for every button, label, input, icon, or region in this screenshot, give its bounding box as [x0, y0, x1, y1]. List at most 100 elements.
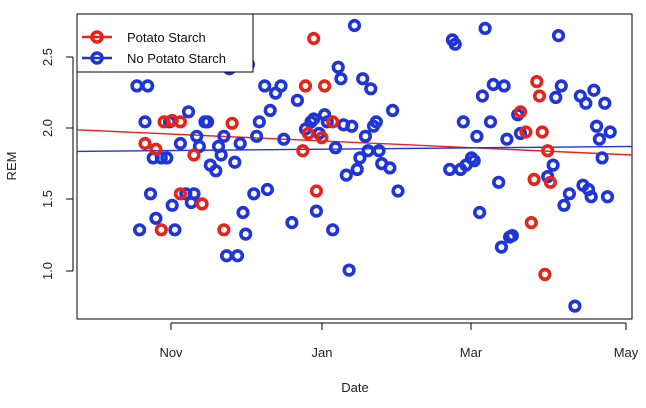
point-no-potato-starch-100 [554, 79, 568, 93]
point-no-potato-starch-114 [600, 190, 615, 204]
legend: Potato Starch No Potato Starch [76, 13, 254, 73]
legend-label-no-potato-starch: No Potato Starch [127, 51, 226, 66]
point-no-potato-starch-54 [331, 60, 345, 74]
point-potato-starch-28 [543, 175, 558, 189]
point-no-potato-starch-47 [307, 112, 321, 126]
point-no-potato-starch-26 [220, 249, 234, 263]
point-no-potato-starch-12 [173, 136, 187, 151]
x-tick-label-jan: Jan [312, 345, 333, 360]
data-points [130, 18, 617, 313]
y-axis: 1.0 1.5 2.0 2.5 REM [4, 48, 74, 280]
x-tick-label-may: May [614, 345, 639, 360]
legend-label-potato-starch: Potato Starch [127, 30, 206, 45]
point-no-potato-starch-89 [494, 240, 509, 254]
y-tick-label-2-5: 2.5 [40, 48, 55, 66]
point-no-potato-starch-74 [443, 162, 457, 176]
point-no-potato-starch-37 [258, 79, 272, 93]
point-no-potato-starch-7 [154, 151, 168, 165]
point-potato-starch-19 [513, 105, 528, 119]
point-no-potato-starch-65 [361, 144, 375, 158]
point-potato-starch-15 [309, 184, 324, 198]
point-no-potato-starch-36 [252, 115, 266, 129]
point-potato-starch-24 [532, 89, 547, 103]
point-no-potato-starch-66 [364, 82, 378, 96]
point-no-potato-starch-103 [568, 299, 582, 313]
point-no-potato-starch-16 [187, 187, 201, 201]
point-potato-starch-16 [315, 131, 329, 145]
point-potato-starch-14 [307, 31, 321, 46]
point-no-potato-starch-20 [201, 115, 215, 129]
point-no-potato-starch-98 [549, 90, 563, 104]
legend-box [76, 13, 254, 73]
point-no-potato-starch-90 [497, 79, 511, 93]
point-no-potato-starch-88 [492, 175, 506, 189]
point-no-potato-starch-8 [160, 151, 174, 165]
point-no-potato-starch-102 [562, 187, 577, 201]
point-no-potato-starch-83 [473, 205, 487, 220]
y-tick-label-1-5: 1.5 [40, 190, 55, 208]
point-no-potato-starch-38 [260, 182, 275, 197]
point-no-potato-starch-6 [149, 211, 163, 225]
y-axis-title: REM [4, 152, 19, 181]
point-no-potato-starch-39 [263, 103, 277, 117]
point-no-potato-starch-64 [358, 129, 373, 143]
plot-frame [76, 13, 633, 320]
point-no-potato-starch-41 [274, 79, 288, 93]
point-no-potato-starch-61 [350, 162, 364, 176]
point-no-potato-starch-73 [391, 184, 405, 198]
point-no-potato-starch-93 [505, 229, 519, 243]
point-no-potato-starch-0 [130, 79, 144, 93]
point-potato-starch-0 [138, 136, 152, 151]
point-no-potato-starch-28 [228, 155, 242, 169]
point-no-potato-starch-17 [190, 129, 204, 143]
point-potato-starch-27 [541, 144, 555, 158]
point-no-potato-starch-24 [214, 148, 228, 162]
point-no-potato-starch-4 [143, 187, 158, 201]
point-no-potato-starch-31 [236, 205, 250, 220]
point-no-potato-starch-22 [209, 164, 223, 178]
point-no-potato-starch-3 [141, 79, 155, 93]
point-no-potato-starch-2 [138, 115, 152, 129]
point-potato-starch-21 [524, 216, 538, 230]
point-no-potato-starch-35 [250, 129, 264, 143]
point-no-potato-starch-48 [309, 204, 324, 218]
point-potato-starch-22 [527, 172, 541, 186]
point-no-potato-starch-11 [168, 223, 182, 237]
point-no-potato-starch-52 [326, 223, 340, 237]
point-potato-starch-2 [154, 223, 168, 237]
point-potato-starch-26 [538, 267, 552, 282]
point-potato-starch-6 [173, 187, 187, 201]
point-no-potato-starch-55 [334, 72, 348, 86]
point-no-potato-starch-68 [369, 115, 383, 129]
trend-line-no-potato-starch [76, 145, 633, 153]
point-no-potato-starch-60 [347, 18, 362, 33]
point-no-potato-starch-106 [579, 96, 593, 110]
point-no-potato-starch-110 [589, 119, 604, 133]
point-potato-starch-1 [149, 142, 163, 156]
point-no-potato-starch-53 [328, 141, 343, 155]
point-potato-starch-12 [298, 79, 313, 93]
point-potato-starch-13 [301, 126, 315, 140]
legend-marker-no-potato-starch [90, 51, 104, 65]
point-no-potato-starch-108 [584, 190, 598, 204]
point-no-potato-starch-71 [383, 161, 397, 175]
point-potato-starch-25 [535, 125, 549, 139]
point-no-potato-starch-25 [217, 129, 231, 143]
point-no-potato-starch-81 [467, 154, 481, 168]
legend-marker-potato-starch [90, 30, 104, 44]
point-no-potato-starch-43 [285, 216, 299, 230]
y-tick-label-2-0: 2.0 [40, 119, 55, 137]
point-no-potato-starch-101 [557, 198, 571, 212]
point-no-potato-starch-97 [546, 158, 560, 172]
point-potato-starch-7 [187, 148, 201, 162]
point-no-potato-starch-113 [598, 96, 612, 110]
point-no-potato-starch-62 [353, 151, 367, 165]
point-potato-starch-10 [225, 116, 239, 130]
trend-line-potato-starch [76, 129, 633, 156]
point-no-potato-starch-76 [448, 37, 462, 51]
point-no-potato-starch-30 [233, 136, 247, 151]
point-no-potato-starch-72 [386, 103, 400, 117]
point-no-potato-starch-51 [320, 115, 334, 129]
point-potato-starch-20 [519, 125, 533, 139]
point-no-potato-starch-42 [277, 132, 291, 146]
